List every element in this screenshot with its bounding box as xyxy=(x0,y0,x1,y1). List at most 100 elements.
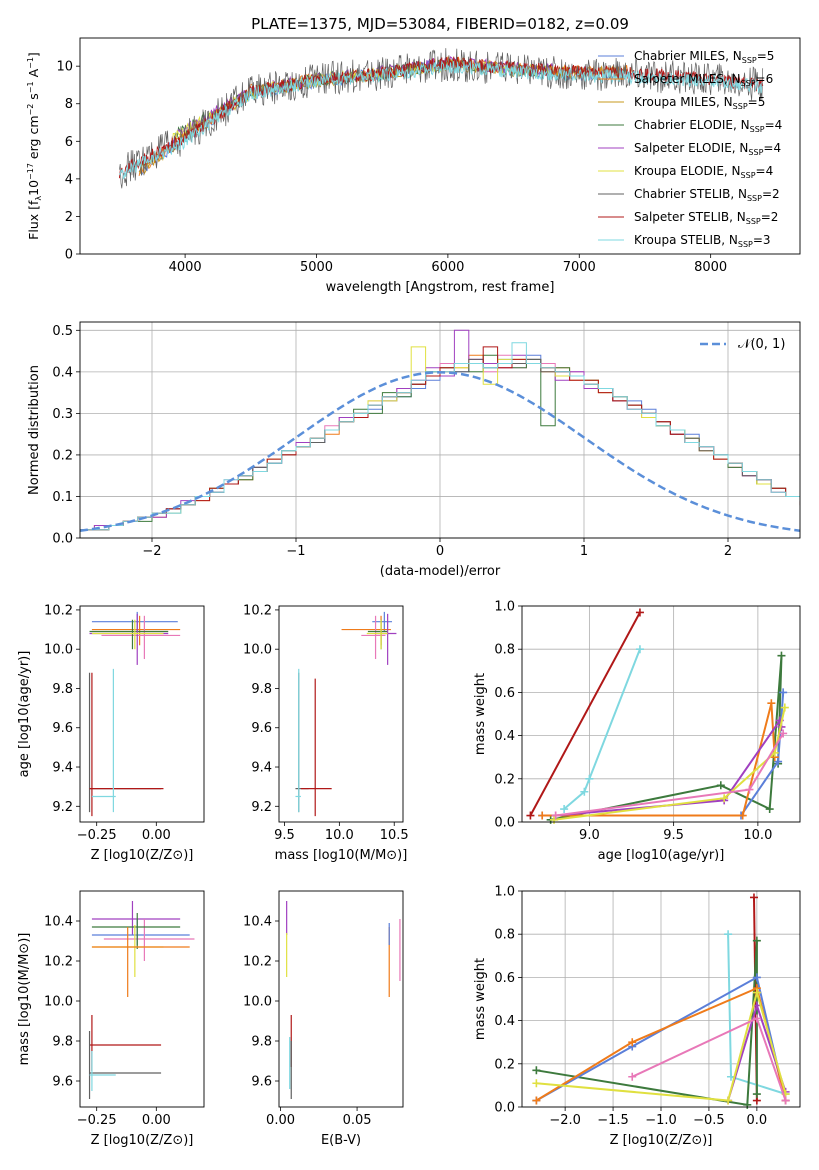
y-label-sup: −1 xyxy=(26,81,35,93)
legend-subscript: SSP xyxy=(748,148,763,157)
weight-marker xyxy=(585,774,594,783)
legend-subscript: SSP xyxy=(747,194,762,203)
legend-value: =6 xyxy=(756,72,774,86)
weight-marker xyxy=(724,930,733,939)
axes-frame xyxy=(521,890,801,1108)
legend-subscript: SSP xyxy=(746,217,761,226)
y-label-part: erg cm xyxy=(26,116,41,164)
weight-series xyxy=(536,988,787,1102)
y-tick-label: 10.2 xyxy=(243,955,272,970)
weight-marker xyxy=(716,781,725,790)
weight-series xyxy=(535,975,787,1102)
x-tick-label: 10.5 xyxy=(380,828,409,843)
legend-value: =4 xyxy=(763,141,781,155)
x-axis-label: Z [log10(Z/Z⊙)] xyxy=(91,848,194,863)
weight-marker xyxy=(724,1096,733,1105)
y-tick-label: 0.8 xyxy=(494,928,515,943)
y-label-part: ] xyxy=(26,52,41,57)
weight-marker xyxy=(780,703,789,712)
x-tick-label: 1 xyxy=(580,544,588,559)
axes-frame xyxy=(79,321,801,539)
y-tick-label: 9.8 xyxy=(251,1035,272,1050)
gaussian-curve xyxy=(80,371,800,532)
x-tick-label: 0 xyxy=(436,544,444,559)
x-tick-label: −0.25 xyxy=(77,828,117,843)
weight-marker xyxy=(752,988,761,997)
spectrum-plot-area xyxy=(118,48,764,189)
y-label-part: A xyxy=(26,68,41,81)
y-tick-label: 0.4 xyxy=(494,729,515,744)
y-tick-label: 10.4 xyxy=(243,915,272,930)
weight-marker xyxy=(720,794,729,803)
x-tick-label: −2.0 xyxy=(549,1113,581,1128)
y-tick-label: 10.0 xyxy=(243,995,272,1010)
y-label-part: 10 xyxy=(26,180,41,196)
x-tick-label: −0.5 xyxy=(693,1113,725,1128)
x-tick-label: 10.0 xyxy=(325,828,354,843)
x-tick-label: −1.5 xyxy=(597,1113,629,1128)
legend-label: Kroupa STELIB, NSSP=3 xyxy=(634,233,771,249)
spectrum-series xyxy=(119,48,764,189)
y-tick-label: 0.1 xyxy=(52,490,73,505)
weight-marker xyxy=(749,893,758,902)
legend-subscript: SSP xyxy=(742,56,757,65)
y-tick-label: 9.2 xyxy=(251,800,272,815)
y-tick-label: 0.0 xyxy=(494,1101,515,1116)
weight-marker xyxy=(765,805,774,814)
legend-label: Kroupa ELODIE, NSSP=4 xyxy=(634,164,773,180)
y-tick-label: 0.2 xyxy=(494,1057,515,1072)
y-tick-label: 2 xyxy=(65,210,73,225)
legend-value: =3 xyxy=(753,233,771,247)
weight-marker xyxy=(777,651,786,660)
y-tick-label: 0.2 xyxy=(52,448,73,463)
y-tick-label: 9.8 xyxy=(52,682,73,697)
axes-frame xyxy=(79,890,205,1108)
y-tick-label: 10.4 xyxy=(44,915,73,930)
y-tick-label: 10 xyxy=(56,60,73,75)
y-axis-label: age [log10(age/yr)] xyxy=(17,651,32,778)
y-tick-label: 9.4 xyxy=(251,761,272,776)
y-tick-label: 0.4 xyxy=(52,365,73,380)
x-axis-label: age [log10(age/yr)] xyxy=(598,848,725,863)
x-tick-label: 0.0 xyxy=(747,1113,768,1128)
legend-value: =4 xyxy=(765,118,783,132)
weight-marker xyxy=(752,973,761,982)
y-tick-label: 10.2 xyxy=(243,603,272,618)
y-tick-label: 0.0 xyxy=(52,532,73,547)
y-label-sup: −17 xyxy=(26,163,35,180)
legend-subscript: SSP xyxy=(750,125,765,134)
weight-marker xyxy=(580,787,589,796)
y-tick-label: 10.0 xyxy=(243,643,272,658)
x-tick-label: 4000 xyxy=(169,260,202,275)
x-tick-label: 8000 xyxy=(694,260,727,275)
legend-label: Salpeter ELODIE, NSSP=4 xyxy=(634,141,781,157)
weight-marker xyxy=(532,1079,541,1088)
y-axis-label: mass weight xyxy=(473,958,488,1040)
weight-marker xyxy=(532,1096,541,1105)
weight-marker xyxy=(635,645,644,654)
x-tick-label: 9.5 xyxy=(663,828,684,843)
weight-marker xyxy=(526,811,535,820)
y-tick-label: 9.6 xyxy=(52,721,73,736)
y-tick-label: 0.8 xyxy=(494,643,515,658)
x-axis-label: E(B-V) xyxy=(321,1133,361,1148)
x-tick-label: 6000 xyxy=(431,260,464,275)
hist-plot-area xyxy=(80,329,800,532)
x-tick-label: 9.0 xyxy=(579,828,600,843)
y-tick-label: 9.8 xyxy=(52,1035,73,1050)
x-tick-label: 9.5 xyxy=(274,828,295,843)
y-tick-label: 4 xyxy=(65,172,73,187)
legend-value: =4 xyxy=(756,164,774,178)
y-label-sub: λ xyxy=(34,196,43,201)
y-tick-label: 1.0 xyxy=(494,885,515,900)
y-tick-label: 8 xyxy=(65,97,73,112)
weight-marker xyxy=(628,1038,637,1047)
y-axis-label: mass weight xyxy=(473,673,488,755)
x-axis-label: mass [log10(M/M⊙)] xyxy=(275,848,408,863)
weight-marker xyxy=(560,805,569,814)
x-tick-label: 0.00 xyxy=(266,1113,295,1128)
weight-marker xyxy=(550,815,559,824)
x-tick-label: −2 xyxy=(142,544,161,559)
legend-label: Salpeter MILES, NSSP=6 xyxy=(634,72,773,88)
